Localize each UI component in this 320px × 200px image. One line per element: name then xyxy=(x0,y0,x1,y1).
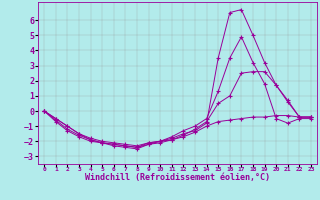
X-axis label: Windchill (Refroidissement éolien,°C): Windchill (Refroidissement éolien,°C) xyxy=(85,173,270,182)
